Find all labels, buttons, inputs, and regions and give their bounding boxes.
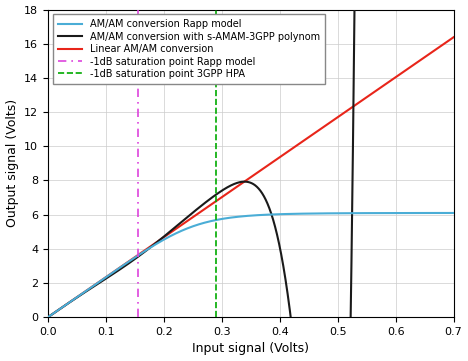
X-axis label: Input signal (Volts): Input signal (Volts) <box>192 343 309 356</box>
AM/AM conversion Rapp model <box>116 266 121 271</box>
Linear AM/AM conversion <box>443 40 448 45</box>
AM/AM conversion with s-AMAM-3GPP polynom <box>218 189 224 193</box>
AM/AM conversion with s-AMAM-3GPP polynom <box>201 202 206 206</box>
AM/AM conversion with s-AMAM-3GPP polynom <box>91 284 97 288</box>
Linear AM/AM conversion <box>399 71 405 75</box>
-1dB saturation point Rapp model <box>135 315 140 319</box>
AM/AM conversion with s-AMAM-3GPP polynom <box>45 315 51 319</box>
Linear AM/AM conversion <box>451 35 456 39</box>
Linear AM/AM conversion <box>116 266 121 271</box>
-1dB saturation point 3GPP HPA <box>213 315 219 319</box>
Line: AM/AM conversion with s-AMAM-3GPP polynom: AM/AM conversion with s-AMAM-3GPP polyno… <box>48 0 453 361</box>
AM/AM conversion Rapp model <box>91 283 97 287</box>
AM/AM conversion Rapp model <box>443 211 448 215</box>
Linear AM/AM conversion <box>91 283 97 287</box>
AM/AM conversion Rapp model <box>201 221 206 225</box>
AM/AM conversion Rapp model <box>451 211 456 215</box>
AM/AM conversion Rapp model <box>399 211 405 215</box>
AM/AM conversion with s-AMAM-3GPP polynom <box>116 268 121 273</box>
Linear AM/AM conversion <box>201 208 206 212</box>
Line: Linear AM/AM conversion: Linear AM/AM conversion <box>48 37 453 317</box>
AM/AM conversion Rapp model <box>218 217 224 221</box>
Line: AM/AM conversion Rapp model: AM/AM conversion Rapp model <box>48 213 453 317</box>
Linear AM/AM conversion <box>45 315 51 319</box>
-1dB saturation point 3GPP HPA <box>213 298 219 302</box>
Linear AM/AM conversion <box>218 196 224 200</box>
Y-axis label: Output signal (Volts): Output signal (Volts) <box>6 99 19 227</box>
Legend: AM/AM conversion Rapp model, AM/AM conversion with s-AMAM-3GPP polynom, Linear A: AM/AM conversion Rapp model, AM/AM conve… <box>53 14 325 84</box>
AM/AM conversion Rapp model <box>45 315 51 319</box>
-1dB saturation point Rapp model <box>135 298 140 302</box>
